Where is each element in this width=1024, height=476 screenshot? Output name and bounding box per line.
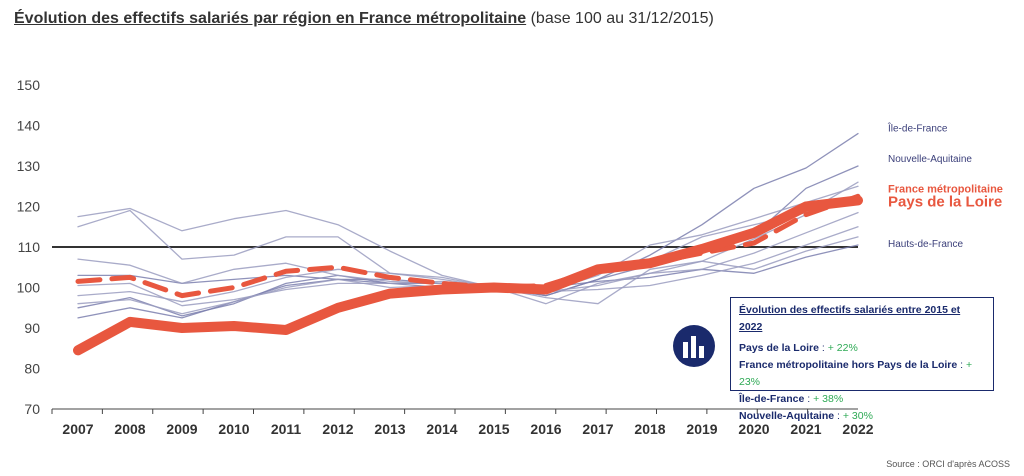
summary-box: Évolution des effectifs salariés entre 2…	[730, 297, 994, 422]
series-line	[77, 207, 859, 293]
y-tick-label: 120	[17, 199, 41, 215]
series-label: France métropolitaine	[888, 183, 1003, 195]
summary-row: France métropolitaine hors Pays de la Lo…	[739, 359, 973, 388]
x-tick-label: 2015	[478, 421, 509, 437]
source-note: Source : ORCI d'après ACOSS	[886, 459, 1010, 469]
x-tick-label: 2019	[686, 421, 717, 437]
series-label: Île-de-France	[887, 122, 948, 135]
y-tick-label: 140	[17, 118, 41, 134]
chart-title-main: Évolution des effectifs salariés par rég…	[14, 10, 527, 27]
x-tick-label: 2007	[62, 421, 93, 437]
y-tick-label: 150	[17, 77, 41, 93]
y-tick-label: 90	[24, 320, 40, 336]
y-tick-label: 130	[17, 158, 41, 174]
x-tick-label: 2022	[842, 421, 873, 437]
x-tick-label: 2014	[426, 421, 457, 437]
summary-row: Pays de la Loire : + 22%	[739, 342, 858, 354]
x-tick-label: 2020	[738, 421, 769, 437]
x-tick-label: 2016	[530, 421, 561, 437]
series-label: Hauts-de-France	[888, 239, 963, 250]
x-tick-label: 2011	[271, 421, 302, 437]
x-tick-label: 2021	[790, 421, 821, 437]
series-label: Nouvelle-Aquitaine	[888, 154, 972, 165]
chart-title-sub: (base 100 au 31/12/2015)	[526, 10, 714, 27]
summary-box-title: Évolution des effectifs salariés entre 2…	[739, 304, 961, 333]
x-tick-label: 2013	[374, 421, 405, 437]
series-line	[77, 193, 859, 293]
x-tick-label: 2017	[582, 421, 613, 437]
series-line	[73, 195, 863, 356]
x-tick-label: 2012	[322, 421, 353, 437]
chart-title: Évolution des effectifs salariés par rég…	[14, 10, 714, 28]
x-tick-label: 2008	[114, 421, 145, 437]
x-tick-label: 2018	[634, 421, 665, 437]
series-line	[77, 181, 859, 289]
orci-logo-icon	[673, 325, 715, 367]
series-label: Pays de la Loire	[888, 193, 1002, 210]
summary-row: Île-de-France : + 38%	[739, 393, 844, 405]
y-tick-label: 80	[24, 361, 40, 377]
x-tick-label: 2010	[218, 421, 249, 437]
x-tick-label: 2009	[166, 421, 197, 437]
series-line	[77, 211, 859, 305]
y-tick-label: 110	[18, 239, 41, 255]
y-tick-label: 100	[17, 280, 41, 296]
summary-row: Nouvelle-Aquitaine : + 30%	[739, 410, 873, 422]
y-tick-label: 70	[24, 401, 40, 417]
